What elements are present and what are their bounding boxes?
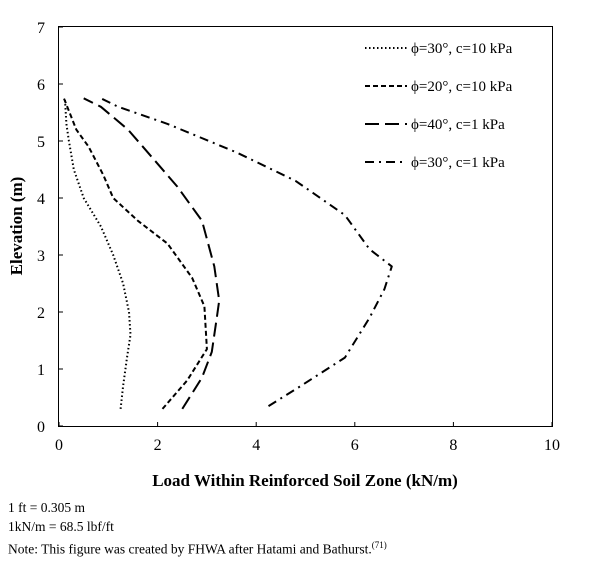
- x-tick-label: 8: [449, 437, 457, 454]
- y-axis-ticks: 0 1 2 3 4 5 6 7: [37, 20, 63, 436]
- x-tick-label: 6: [351, 437, 359, 454]
- legend-label-3: ϕ=40°, c=1 kPa: [411, 117, 505, 133]
- load-elevation-chart: 0 2 4 6 8 10 0 1 2 3 4 5 6 7 ϕ=30°, c=10 kPa ϕ=20°, c…: [7, 20, 560, 490]
- y-tick-label: 3: [37, 248, 45, 265]
- source-reference: (71): [371, 540, 387, 550]
- y-tick-label: 5: [37, 134, 45, 151]
- series-lines: [62, 97, 393, 410]
- series-line-3: [83, 97, 221, 410]
- y-tick-label: 6: [37, 77, 45, 94]
- y-tick-label: 1: [37, 362, 45, 379]
- series-line-1: [63, 98, 132, 410]
- plot-frame: [58, 26, 553, 427]
- figure-notes: 1 ft = 0.305 m 1kN/m = 68.5 lbf/ft Note:…: [8, 498, 387, 559]
- x-tick-label: 4: [252, 437, 260, 454]
- y-tick-label: 2: [37, 305, 45, 322]
- x-tick-label: 0: [55, 437, 63, 454]
- conversion-note-kn: 1kN/m = 68.5 lbf/ft: [8, 519, 114, 534]
- y-tick-label: 7: [37, 20, 45, 37]
- series-line-4: [100, 97, 393, 407]
- y-tick-label: 4: [37, 191, 45, 208]
- source-note-text: Note: This figure was created by FHWA af…: [8, 541, 372, 557]
- x-tick-label: 2: [154, 437, 162, 454]
- legend: ϕ=30°, c=10 kPa ϕ=20°, c=10 kPa ϕ=40°, c=1…: [365, 41, 513, 171]
- series-line-2: [62, 97, 208, 410]
- x-axis-ticks: 0 2 4 6 8 10: [55, 422, 560, 454]
- legend-label-2: ϕ=20°, c=10 kPa: [411, 79, 513, 95]
- conversion-note-ft: 1 ft = 0.305 m: [8, 500, 85, 515]
- legend-label-4: ϕ=30°, c=1 kPa: [411, 155, 505, 171]
- legend-label-1: ϕ=30°, c=10 kPa: [411, 41, 513, 57]
- x-axis-label: Load Within Reinforced Soil Zone (kN/m): [152, 471, 458, 490]
- y-axis-label: Elevation (m): [7, 177, 26, 276]
- source-note: Note: This figure was created by FHWA af…: [8, 536, 387, 559]
- y-tick-label: 0: [37, 419, 45, 436]
- x-tick-label: 10: [544, 437, 560, 454]
